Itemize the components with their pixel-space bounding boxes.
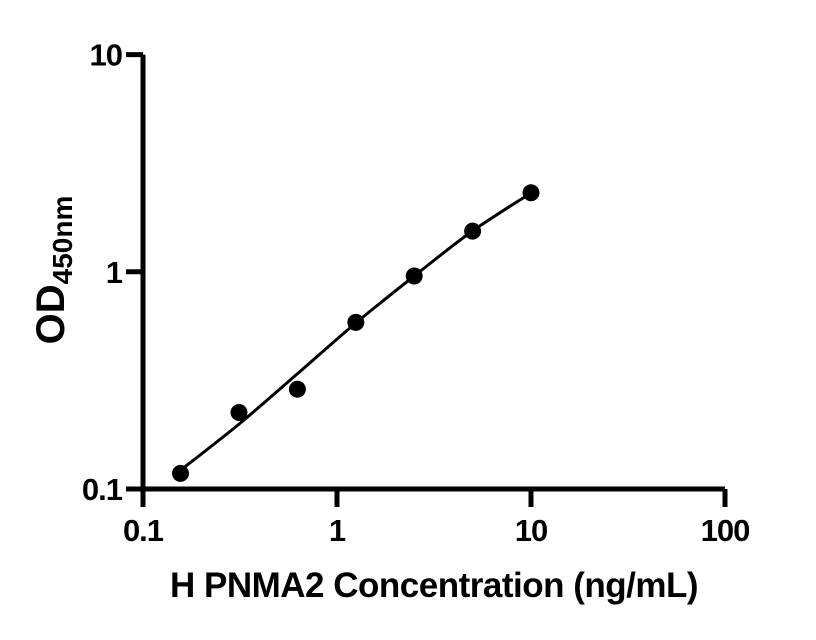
data-point (522, 184, 540, 202)
x-axis-title: H PNMA2 Concentration (ng/mL) (170, 566, 698, 605)
data-point (347, 313, 365, 331)
y-tick-label: 10 (90, 38, 122, 73)
x-tick-label: 1 (329, 513, 346, 548)
y-axis-title: OD450nm (29, 196, 78, 345)
y-axis-title-main: OD (29, 284, 73, 344)
x-tick-label: 0.1 (123, 513, 164, 548)
data-point (405, 267, 423, 285)
y-tick-label: 0.1 (82, 472, 123, 507)
data-point (288, 380, 306, 398)
plot-series (172, 184, 540, 482)
data-point (464, 222, 482, 240)
data-point (230, 404, 248, 421)
axes (126, 52, 728, 507)
x-tick-label: 10 (515, 513, 547, 548)
y-axis-title-subscript: 450nm (47, 196, 78, 285)
tick-labels: 0.1 1 10 100 0.1 1 10 (82, 38, 750, 548)
axis-lines-and-ticks (126, 52, 728, 507)
data-point (172, 464, 189, 482)
y-tick-label: 1 (106, 255, 123, 290)
x-tick-label: 100 (701, 513, 750, 548)
